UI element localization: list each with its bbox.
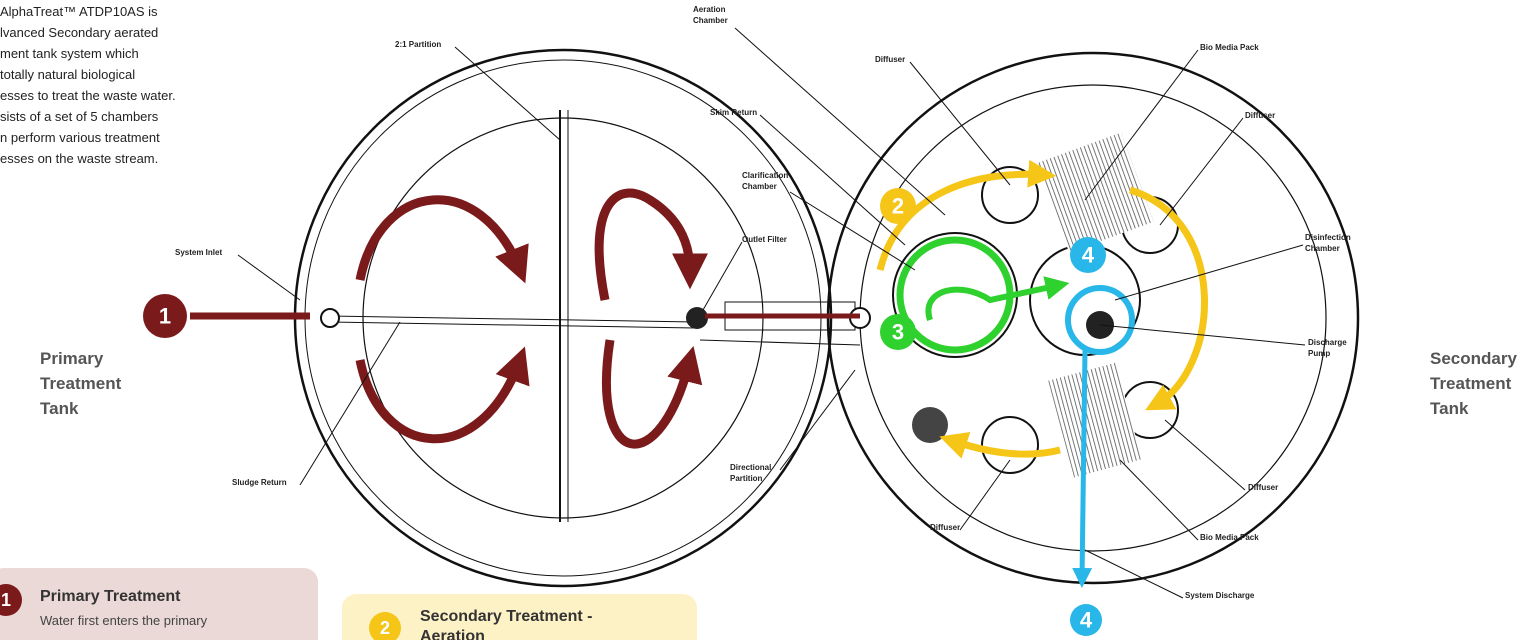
intro-line: esses to treat the waste water. [0,88,176,103]
card-title: Primary Treatment [40,588,181,605]
tank-label: Treatment [1430,374,1512,393]
leader-line [703,242,742,310]
card-number: 1 [1,590,11,610]
badge: 3 [892,320,904,345]
intro-line: sists of a set of 5 chambers [0,109,159,124]
badge: 4 [1080,608,1093,633]
callout-label: Clarification [742,171,788,180]
callout-label: Partition [730,474,763,483]
callout-label: Chamber [693,16,728,25]
leader-line [960,460,1010,530]
callout-label: Outlet Filter [742,235,787,244]
callout-label: Diffuser [1245,111,1275,120]
callout-label: 2:1 Partition [395,40,441,49]
intro-line: ment tank system which [0,46,139,61]
callout-label: System Inlet [175,248,222,257]
tank-label: Tank [1430,399,1469,418]
callout-label: Directional [730,463,771,472]
intro-line: AlphaTreat™ ATDP10AS is [0,4,158,19]
diagram: 1 2 3 4 4 AlphaTreat™ ATDP10AS is lvance… [0,0,1530,640]
leader-line [238,255,300,300]
callout-label: Discharge [1308,338,1347,347]
callout-label: Chamber [742,182,777,191]
card: 2 Secondary Treatment - Aeration [342,594,697,640]
card-number: 2 [380,618,390,638]
tank-label: Tank [40,399,79,418]
leader-line [300,322,400,485]
intro-line: lvanced Secondary aerated [0,25,158,40]
card-text: Water first enters the primary [40,613,208,628]
tank-label: Secondary [1430,349,1517,368]
callout-label: Aeration [693,5,726,14]
intro-line: esses on the waste stream. [0,151,158,166]
callout-label: System Discharge [1185,591,1255,600]
badge: 4 [1082,243,1095,268]
flow-arrows [190,174,1205,580]
leader-line [1115,245,1303,300]
card: 1 Primary Treatment Water first enters t… [0,568,318,640]
intro-line: totally natural biological [0,67,135,82]
card-title: Aeration [420,628,485,640]
leader-line [910,62,1010,185]
callout-label: Chamber [1305,244,1340,253]
badge: 2 [892,194,904,219]
intro: AlphaTreat™ ATDP10AS is lvanced Secondar… [0,4,176,166]
callout-label: Bio Media Pack [1200,533,1259,542]
callout-label: Diffuser [930,523,960,532]
leader-line [780,370,855,470]
body: {"intro": {"lines": ["AlphaTreat\u2122 A… [0,0,1530,640]
page: Treatment tank diagram html, body { marg… [0,0,1530,640]
leader-line [760,115,905,245]
badge: 1 [159,304,171,329]
leader-line [1120,460,1198,540]
callout-label: Sludge Return [232,478,287,487]
leader-line [1160,118,1243,225]
tank-label: Primary [40,349,104,368]
callout-label: Pump [1308,349,1330,358]
card-title: Secondary Treatment - [420,608,593,625]
tank-label: Treatment [40,374,122,393]
callout-label: Diffuser [1248,483,1278,492]
callout-label: Skim Return [710,108,757,117]
leader-line [1085,50,1198,200]
leader-line [1085,550,1183,598]
callout-label: Diffuser [875,55,905,64]
callout-label: Bio Media Pack [1200,43,1259,52]
intro-line: n perform various treatment [0,130,160,145]
callout-label: Disinfection [1305,233,1351,242]
leader-line [1165,420,1245,490]
